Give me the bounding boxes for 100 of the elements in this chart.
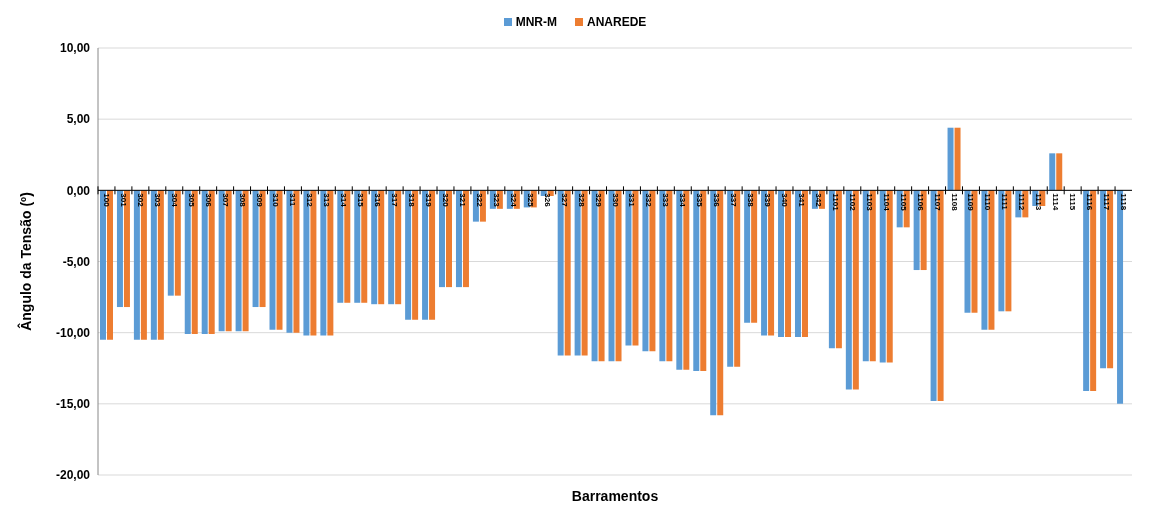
x-tick-label: 1111 [1000, 193, 1010, 211]
bar [371, 190, 378, 305]
bar [581, 190, 588, 356]
bar [140, 190, 147, 340]
x-tick-label: 100 [101, 193, 111, 208]
x-tick-label: 1103 [864, 193, 874, 212]
bar [625, 190, 632, 346]
bar [276, 190, 283, 330]
y-axis-title: Ângulo da Tensão (º) [16, 192, 34, 331]
bar [293, 190, 300, 333]
x-tick-label: 1113 [1034, 193, 1044, 211]
x-tick-label: 336 [712, 193, 722, 208]
bar [778, 190, 785, 337]
bar [761, 190, 768, 336]
x-tick-label: 331 [627, 193, 637, 208]
x-tick-label: 312 [305, 193, 315, 208]
bar [700, 190, 707, 372]
bar [557, 190, 564, 356]
bar [123, 190, 130, 308]
bar [683, 190, 690, 370]
bar [920, 190, 927, 271]
bar [354, 190, 361, 303]
bar [1049, 153, 1056, 191]
bar [100, 190, 106, 340]
x-tick-label: 1102 [847, 193, 857, 212]
legend-label: ANAREDE [586, 15, 647, 29]
bar [259, 190, 266, 308]
x-tick-label: 1109 [966, 193, 976, 212]
x-tick-label: 310 [271, 193, 281, 208]
bar [191, 190, 198, 335]
bar [632, 190, 639, 346]
bar [998, 190, 1005, 312]
bar [869, 190, 876, 362]
x-tick-label: 1108 [949, 193, 959, 212]
x-tick-label: 311 [288, 193, 298, 207]
bar [886, 190, 893, 363]
bar [395, 190, 402, 305]
bar [937, 190, 944, 401]
x-tick-label: 304 [169, 193, 179, 208]
bar [167, 190, 174, 296]
bar [157, 190, 164, 340]
bar [439, 190, 446, 288]
bar [717, 190, 724, 416]
bar [1090, 190, 1097, 392]
bar [201, 190, 208, 335]
bar [862, 190, 869, 362]
x-tick-label: 1104 [881, 193, 891, 212]
bar [1100, 190, 1107, 369]
bar [768, 190, 775, 336]
bar [1083, 190, 1090, 392]
x-tick-label: 1107 [932, 193, 942, 212]
bar [574, 190, 581, 356]
bar [1056, 153, 1063, 191]
y-tick-label: -10,00 [55, 325, 91, 340]
bar [303, 190, 310, 336]
bar [1117, 190, 1124, 404]
bar [913, 190, 920, 271]
x-tick-label: 313 [322, 193, 332, 208]
bar [242, 190, 249, 332]
bar [150, 190, 157, 340]
bar [947, 127, 954, 191]
bar [455, 190, 462, 288]
x-axis-title: Barramentos [571, 488, 659, 504]
bar [988, 190, 995, 330]
x-tick-label: 303 [152, 193, 162, 208]
bar [693, 190, 700, 372]
bar [174, 190, 181, 296]
x-tick-label: 333 [661, 193, 671, 208]
x-tick-label: 1112 [1017, 193, 1027, 211]
bar [252, 190, 259, 308]
x-tick-label: 309 [254, 193, 264, 208]
x-tick-label: 326 [542, 193, 552, 208]
y-tick-label: -15,00 [55, 397, 91, 412]
bar [879, 190, 886, 363]
x-tick-label: 314 [339, 193, 349, 208]
bar [225, 190, 232, 332]
x-tick-label: 335 [695, 193, 705, 208]
bar [564, 190, 571, 356]
x-tick-label: 321 [457, 193, 467, 208]
bar [710, 190, 717, 416]
bar [785, 190, 792, 337]
x-tick-label: 306 [203, 193, 213, 208]
x-tick-label: 1118 [1119, 193, 1129, 211]
x-tick-label: 337 [729, 193, 739, 208]
x-tick-label: 339 [763, 193, 773, 208]
x-tick-label: 324 [508, 193, 518, 208]
bar [727, 190, 734, 367]
x-tick-label: 319 [424, 193, 434, 208]
x-tick-label: 316 [373, 193, 383, 208]
bar [422, 190, 429, 320]
bar [344, 190, 351, 303]
bar [107, 190, 113, 340]
bar [744, 190, 751, 323]
bar [446, 190, 453, 288]
x-tick-label: 307 [220, 193, 230, 208]
bar [310, 190, 317, 336]
x-tick-label: 1116 [1085, 193, 1095, 211]
bar [751, 190, 758, 323]
bar [337, 190, 344, 303]
y-tick-label: 10,00 [59, 41, 91, 56]
